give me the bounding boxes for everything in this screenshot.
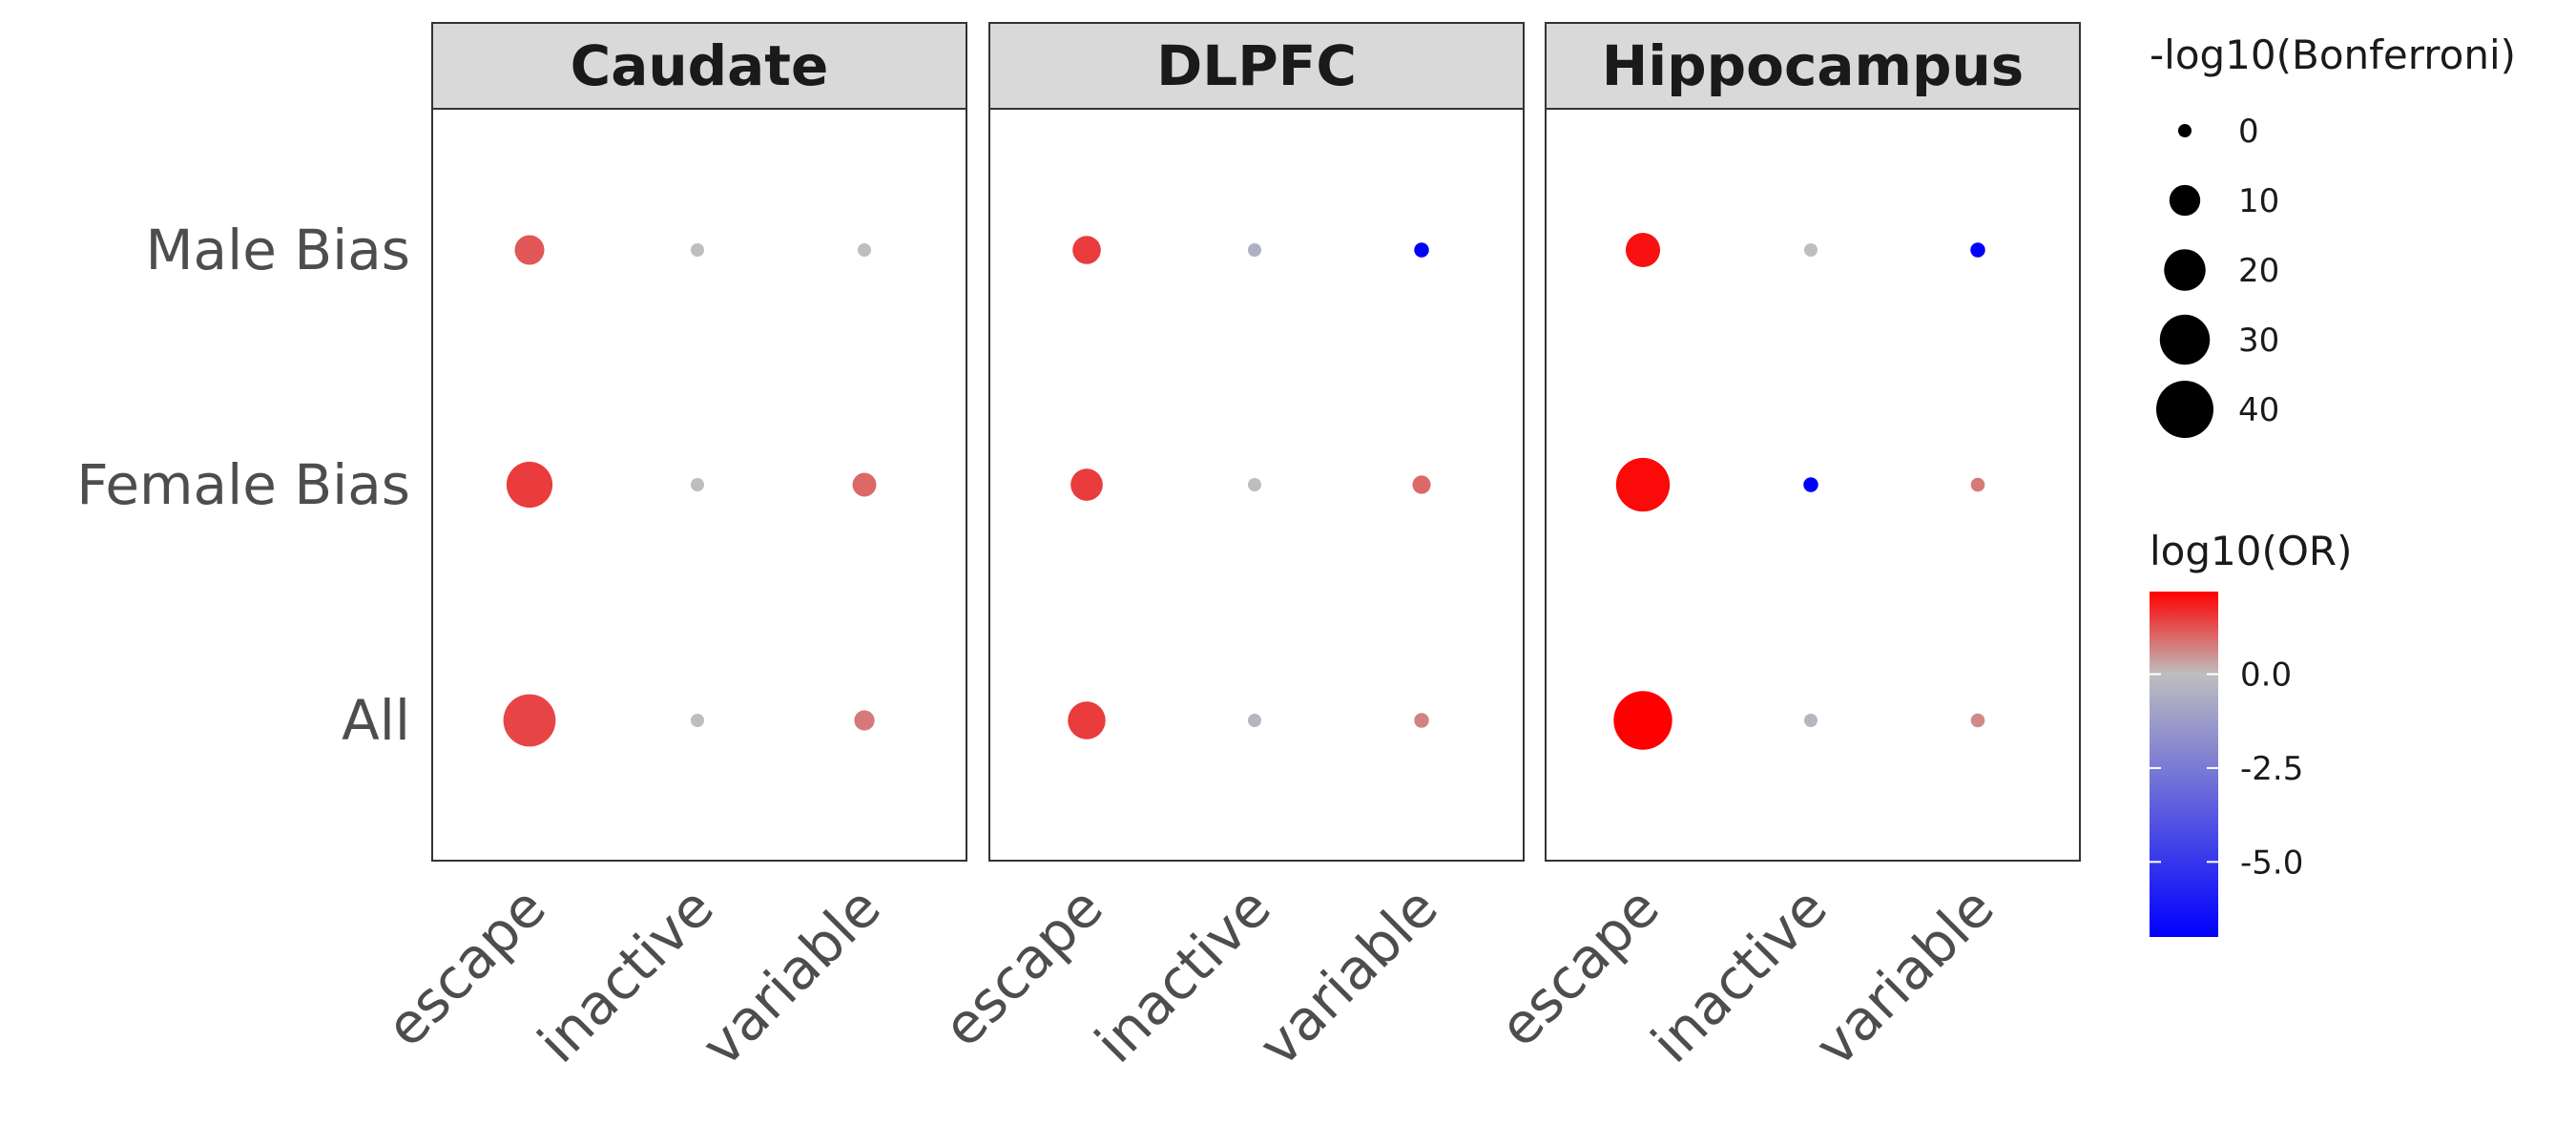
size-legend-key — [2159, 314, 2211, 365]
x-tick-label: inactive — [526, 875, 726, 1075]
point-caudate-inactive-all — [691, 714, 704, 727]
point-caudate-variable-female-bias — [852, 472, 877, 497]
size-legend-label: 20 — [2238, 252, 2279, 290]
point-caudate-variable-male-bias — [858, 243, 871, 257]
facet-label: Hippocampus — [1602, 33, 2025, 98]
size-legend-key — [2178, 124, 2192, 137]
point-hippocampus-inactive-male-bias — [1804, 243, 1818, 257]
point-caudate-escape-male-bias — [514, 235, 545, 265]
point-caudate-escape-all — [503, 694, 556, 747]
point-caudate-escape-female-bias — [506, 461, 553, 509]
point-dlpfc-escape-female-bias — [1070, 468, 1103, 501]
size-legend-label: 40 — [2238, 391, 2279, 429]
point-dlpfc-escape-all — [1068, 701, 1106, 739]
y-tick-label: Male Bias — [146, 218, 410, 282]
point-caudate-inactive-female-bias — [691, 478, 704, 491]
facet-label: Caudate — [571, 33, 829, 98]
point-dlpfc-escape-male-bias — [1072, 236, 1101, 264]
point-hippocampus-escape-all — [1613, 691, 1672, 750]
color-legend-label: -2.5 — [2240, 750, 2303, 788]
point-dlpfc-inactive-all — [1248, 714, 1261, 727]
point-dlpfc-inactive-female-bias — [1248, 478, 1261, 491]
point-hippocampus-inactive-female-bias — [1803, 477, 1818, 492]
size-legend-label: 10 — [2238, 182, 2279, 220]
facet-strip — [431, 22, 967, 110]
color-legend-title: log10(OR) — [2150, 528, 2352, 574]
point-dlpfc-inactive-male-bias — [1248, 243, 1261, 257]
point-hippocampus-escape-male-bias — [1625, 232, 1661, 268]
size-legend-label: 30 — [2238, 322, 2279, 360]
size-legend-label: 0 — [2238, 113, 2259, 151]
color-legend-label: 0.0 — [2240, 656, 2292, 695]
point-hippocampus-inactive-all — [1804, 714, 1818, 727]
y-tick-label: Female Bias — [76, 452, 410, 517]
point-dlpfc-variable-female-bias — [1412, 475, 1431, 494]
x-tick-label: inactive — [1639, 875, 1839, 1075]
point-caudate-inactive-male-bias — [691, 243, 704, 257]
facet-strip — [1545, 22, 2081, 110]
point-caudate-variable-all — [854, 710, 875, 731]
y-tick-label: All — [342, 688, 410, 753]
facet-label: DLPFC — [1156, 33, 1357, 98]
x-tick-label: variable — [1246, 875, 1450, 1079]
color-legend-label: -5.0 — [2240, 843, 2303, 882]
facet-panels: Caudate DLPFC Hippocampus — [431, 22, 2081, 862]
size-legend-key — [2164, 249, 2206, 291]
size-legend-key — [2169, 184, 2201, 217]
color-legend: log10(OR) 0.0 -2.5 -5.0 — [2150, 528, 2352, 937]
size-legend-title: -log10(Bonferroni) — [2150, 31, 2516, 78]
x-tick-label: inactive — [1083, 875, 1283, 1075]
size-legend-key — [2156, 381, 2213, 438]
x-tick-label: variable — [689, 875, 893, 1079]
x-tick-label: variable — [1802, 875, 2006, 1079]
point-dlpfc-variable-all — [1414, 713, 1429, 728]
point-dlpfc-variable-male-bias — [1414, 242, 1429, 258]
size-legend: -log10(Bonferroni) 0 10 20 30 40 — [2150, 31, 2516, 438]
colorbar — [2150, 592, 2218, 937]
point-hippocampus-variable-male-bias — [1970, 242, 1985, 258]
point-hippocampus-escape-female-bias — [1615, 457, 1671, 512]
facet-strip — [988, 22, 1525, 110]
point-hippocampus-variable-female-bias — [1970, 477, 1985, 492]
facet-dlpfc: DLPFC — [988, 22, 1525, 862]
y-axis: All Female Bias Male Bias — [76, 218, 410, 753]
point-hippocampus-variable-all — [1970, 713, 1985, 728]
